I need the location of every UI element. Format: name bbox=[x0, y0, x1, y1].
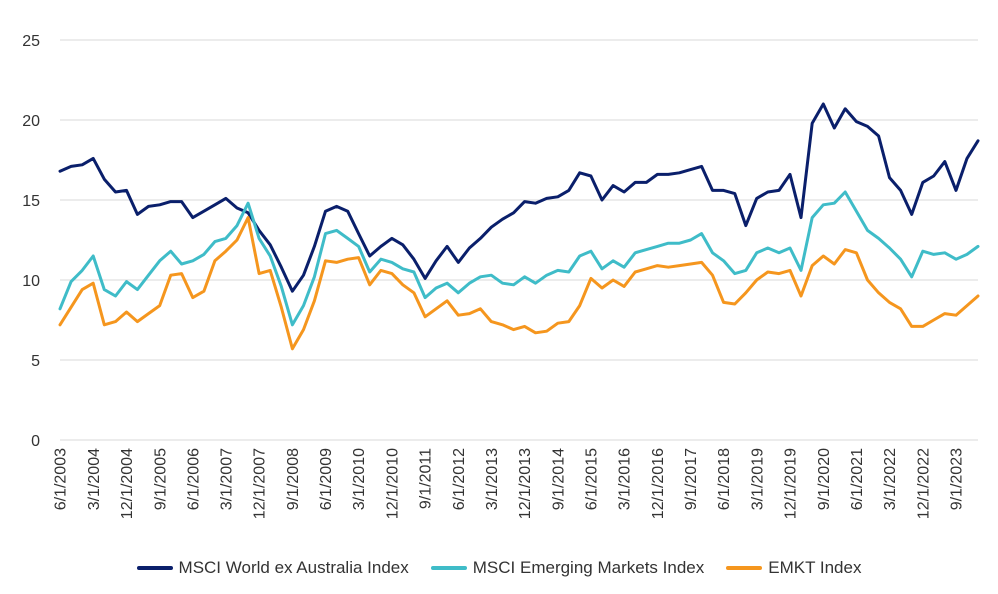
legend-swatch bbox=[430, 566, 467, 570]
x-tick-label: 6/1/2009 bbox=[318, 448, 335, 510]
legend-label: EMKT Index bbox=[768, 558, 862, 577]
y-tick-label: 10 bbox=[22, 273, 40, 290]
series-line bbox=[58, 216, 980, 351]
y-tick-label: 25 bbox=[22, 33, 40, 50]
legend: MSCI World ex Australia Index MSCI Emergi… bbox=[0, 558, 998, 578]
x-tick-label: 12/1/2004 bbox=[119, 448, 136, 519]
x-tick-label: 12/1/2022 bbox=[915, 448, 932, 519]
x-tick-label: 3/1/2007 bbox=[218, 448, 235, 510]
x-tick-label: 9/1/2008 bbox=[285, 448, 302, 510]
x-tick-label: 3/1/2016 bbox=[617, 448, 634, 510]
x-tick-label: 6/1/2021 bbox=[849, 448, 866, 510]
legend-item: MSCI World ex Australia Index bbox=[136, 558, 409, 578]
line-chart: 0 5 10 15 20 25 6/1/2003 3/1/2004 12/1/2004 9/1/… bbox=[22, 33, 980, 519]
x-tick-label: 12/1/2013 bbox=[517, 448, 534, 519]
series-line bbox=[58, 102, 980, 293]
y-tick-label: 15 bbox=[22, 193, 40, 210]
gridlines bbox=[60, 39, 978, 441]
x-tick-label: 3/1/2004 bbox=[86, 448, 103, 510]
x-tick-label: 6/1/2012 bbox=[451, 448, 468, 510]
x-tick-label: 3/1/2019 bbox=[749, 448, 766, 510]
x-tick-label: 9/1/2020 bbox=[816, 448, 833, 510]
x-tick-label: 3/1/2022 bbox=[882, 448, 899, 510]
x-axis: 6/1/2003 3/1/2004 12/1/2004 9/1/2005 6/1/200… bbox=[53, 448, 966, 519]
legend-item: MSCI Emerging Markets Index bbox=[430, 558, 705, 578]
x-tick-label: 6/1/2006 bbox=[185, 448, 202, 510]
legend-swatch bbox=[136, 566, 173, 570]
legend-swatch bbox=[726, 566, 763, 570]
legend-item: EMKT Index bbox=[726, 558, 861, 578]
series-line bbox=[58, 190, 980, 327]
x-tick-label: 9/1/2023 bbox=[949, 448, 966, 510]
x-tick-label: 9/1/2014 bbox=[550, 448, 567, 510]
x-tick-label: 6/1/2015 bbox=[583, 448, 600, 510]
y-tick-label: 5 bbox=[31, 353, 40, 370]
legend-label: MSCI World ex Australia Index bbox=[178, 558, 409, 577]
x-tick-label: 6/1/2018 bbox=[716, 448, 733, 510]
x-tick-label: 3/1/2010 bbox=[351, 448, 368, 510]
x-tick-label: 12/1/2007 bbox=[252, 448, 269, 519]
x-tick-label: 12/1/2019 bbox=[783, 448, 800, 519]
x-tick-label: 12/1/2010 bbox=[384, 448, 401, 519]
x-tick-label: 12/1/2016 bbox=[650, 448, 667, 519]
x-tick-label: 9/1/2011 bbox=[418, 448, 435, 509]
series-lines bbox=[58, 102, 980, 351]
x-tick-label: 9/1/2005 bbox=[152, 448, 169, 510]
y-tick-label: 0 bbox=[31, 433, 40, 450]
y-axis: 0 5 10 15 20 25 bbox=[22, 33, 40, 450]
legend-label: MSCI Emerging Markets Index bbox=[472, 558, 705, 577]
x-tick-label: 9/1/2017 bbox=[683, 448, 700, 510]
x-tick-label: 6/1/2003 bbox=[53, 448, 70, 510]
y-tick-label: 20 bbox=[22, 113, 40, 130]
x-tick-label: 3/1/2013 bbox=[484, 448, 501, 510]
